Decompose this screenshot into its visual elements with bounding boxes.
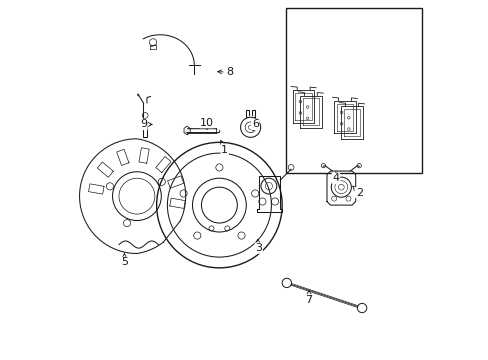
- Text: 2: 2: [352, 186, 362, 198]
- Text: 3: 3: [255, 239, 262, 253]
- Circle shape: [149, 39, 156, 46]
- Text: 10: 10: [200, 118, 213, 130]
- Text: 6: 6: [251, 120, 258, 131]
- Text: 4: 4: [332, 172, 339, 183]
- Text: 1: 1: [220, 140, 228, 154]
- Circle shape: [282, 278, 291, 288]
- Text: 9: 9: [140, 120, 152, 129]
- Circle shape: [357, 303, 366, 313]
- Text: 8: 8: [217, 67, 233, 77]
- Text: 5: 5: [121, 253, 127, 267]
- Bar: [285, 8, 421, 173]
- Text: 7: 7: [305, 290, 312, 305]
